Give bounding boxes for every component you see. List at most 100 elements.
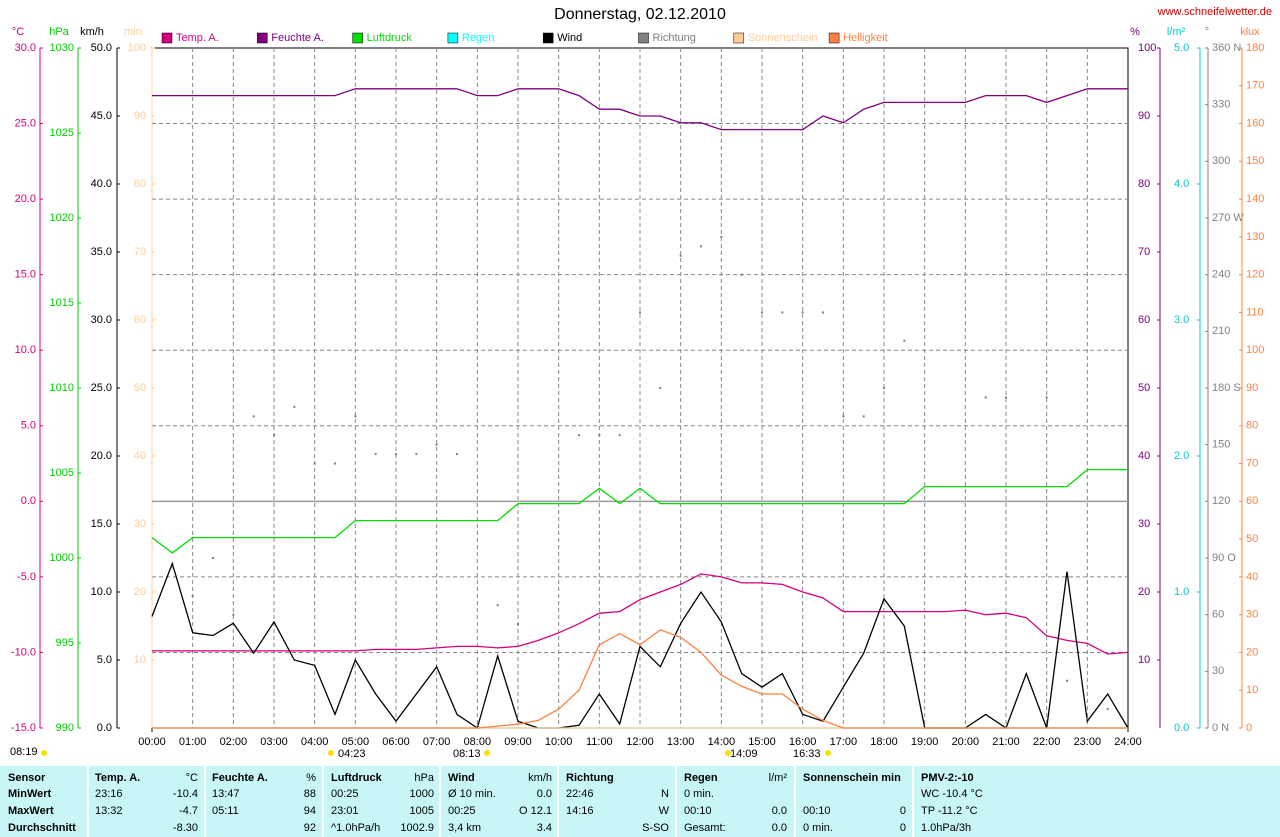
y-tick-label: 160	[1246, 117, 1264, 129]
y-tick-label: 110	[1246, 306, 1264, 318]
table-cell: 0.0	[537, 788, 552, 800]
direction-dot	[862, 415, 865, 418]
x-tick-label: 23:00	[1074, 736, 1102, 748]
direction-dot	[496, 604, 499, 607]
x-tick-label: 11:00	[586, 736, 613, 748]
y-tick-label: 40	[1138, 450, 1150, 462]
axis-title: %	[1130, 26, 1140, 38]
y-tick-label: 140	[1246, 193, 1264, 205]
y-tick-label: 300	[1212, 155, 1230, 167]
table-cell: PMV-2:-10	[921, 772, 974, 784]
table-cell: 23:01	[331, 805, 359, 817]
y-tick-label: 130	[1246, 231, 1264, 243]
table-cell: 0.0	[772, 805, 787, 817]
table-cell: 94	[304, 805, 316, 817]
y-tick-label: 10.0	[15, 344, 36, 356]
sun-time: 16:33	[793, 748, 821, 760]
y-tick-label: 150	[1212, 439, 1230, 451]
y-tick-label: 80	[134, 178, 146, 190]
y-tick-label: 240	[1212, 269, 1230, 281]
sun-marker	[825, 750, 831, 756]
axis-title: km/h	[80, 26, 104, 38]
legend-swatch	[447, 32, 459, 44]
sun-marker	[484, 750, 490, 756]
table-cell: -4.7	[179, 805, 198, 817]
direction-dot	[801, 311, 804, 314]
direction-dot	[252, 415, 255, 418]
table-cell: WC -10.4 °C	[921, 788, 983, 800]
table-cell: km/h	[528, 772, 552, 784]
direction-dot	[517, 623, 519, 626]
table-cell: W	[659, 805, 670, 817]
direction-dot	[659, 387, 662, 389]
table-cell: 0.0	[772, 822, 787, 834]
table-cell: 1002.9	[400, 822, 434, 834]
y-tick-label: 170	[1246, 80, 1264, 92]
direction-dot	[720, 235, 723, 238]
sun-marker	[725, 750, 731, 756]
table-cell: Ø 10 min.	[448, 788, 496, 800]
x-tick-label: 02:00	[220, 736, 248, 748]
y-tick-label: 50	[1246, 533, 1258, 545]
table-cell: 0 min.	[803, 822, 833, 834]
y-tick-label: 330	[1212, 99, 1230, 111]
table-cell: Wind	[448, 772, 475, 784]
x-tick-label: 17:00	[830, 736, 858, 748]
legend-label: Helligkeit	[843, 32, 888, 44]
y-tick-label: 10	[1246, 684, 1258, 696]
source: www.schneifelwetter.de	[1157, 6, 1272, 18]
y-tick-label: 35.0	[91, 246, 112, 258]
legend-label: Wind	[557, 32, 582, 44]
series-line	[152, 88, 1128, 131]
direction-dot	[293, 405, 296, 408]
x-tick-label: 16:00	[789, 736, 817, 748]
axis-title: min	[124, 26, 142, 38]
y-tick-label: 1020	[50, 212, 74, 224]
table-cell: Feuchte A.	[212, 772, 268, 784]
x-tick-label: 03:00	[260, 736, 288, 748]
legend-label: Richtung	[653, 32, 696, 44]
y-tick-label: -10.0	[11, 646, 36, 658]
y-tick-label: -5.0	[17, 571, 36, 583]
y-tick-label: 60	[134, 314, 146, 326]
y-tick-label: 150	[1246, 155, 1264, 167]
sun-time: 14:09	[730, 748, 758, 760]
table-cell: S-SO	[642, 822, 669, 834]
y-tick-label: 1000	[50, 552, 74, 564]
direction-dot	[273, 434, 275, 437]
table-cell: 13:32	[95, 805, 123, 817]
table-cell: 0	[900, 805, 906, 817]
y-tick-label: 1030	[50, 42, 74, 54]
y-tick-label: 210	[1212, 325, 1230, 337]
series-line	[152, 629, 1128, 729]
y-tick-label: 70	[134, 246, 146, 258]
y-tick-label: 90 O	[1212, 552, 1236, 564]
table-cell: l/m²	[769, 772, 788, 784]
direction-dot	[1005, 396, 1007, 399]
series-line	[152, 573, 1129, 655]
axis-title: hPa	[49, 26, 69, 38]
y-tick-label: 10.0	[91, 586, 112, 598]
y-tick-label: 10	[134, 654, 146, 666]
x-tick-label: 19:00	[911, 736, 939, 748]
y-tick-label: 100	[1138, 42, 1156, 54]
y-tick-label: 20.0	[15, 193, 36, 205]
direction-dot	[578, 434, 580, 437]
y-tick-label: 1025	[50, 127, 74, 139]
table-cell: 0 min.	[684, 788, 714, 800]
direction-dot	[679, 254, 682, 257]
chart-title: Donnerstag, 02.12.2010	[554, 6, 726, 23]
legend-swatch	[352, 32, 363, 44]
x-tick-label: 07:00	[423, 736, 451, 748]
sun-time: 04:23	[338, 748, 366, 760]
table-cell: 00:10	[684, 805, 712, 817]
table-cell: MaxWert	[8, 805, 54, 817]
table-cell: 22:46	[566, 788, 594, 800]
y-tick-label: 20	[1246, 646, 1258, 658]
direction-dot	[232, 613, 235, 616]
y-tick-label: 15.0	[15, 269, 36, 281]
y-tick-label: 50	[1138, 382, 1150, 394]
x-tick-label: 24:00	[1114, 736, 1142, 748]
y-tick-label: 40	[134, 450, 146, 462]
